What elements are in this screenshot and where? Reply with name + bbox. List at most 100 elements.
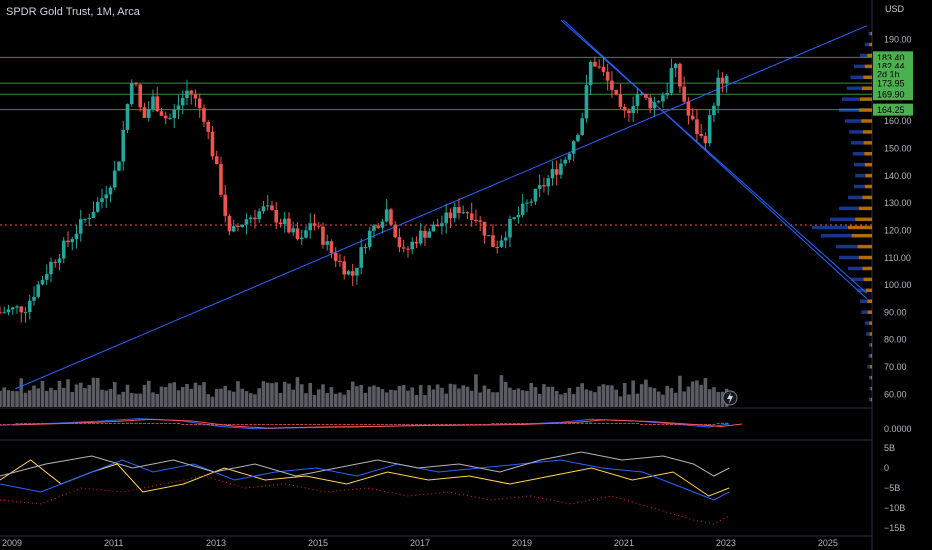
macd-histogram-bar xyxy=(436,424,440,425)
volume-profile-bar-down xyxy=(855,217,872,222)
macd-histogram-bar xyxy=(91,423,95,424)
trendlines xyxy=(15,19,868,390)
macd-histogram-bar xyxy=(312,424,316,425)
y-tick-label: 70.00 xyxy=(884,362,907,372)
volume-bar xyxy=(214,389,219,407)
volume-bar xyxy=(627,394,631,407)
volume-bar xyxy=(342,394,347,407)
volume-bar xyxy=(10,390,15,407)
lightning-icon[interactable] xyxy=(722,390,738,406)
volume-profile-bar-down xyxy=(870,397,872,402)
macd-histogram-bar xyxy=(389,424,393,425)
macd-histogram-bar xyxy=(198,424,202,426)
volume-bar xyxy=(265,382,270,407)
volume-profile-bar-up xyxy=(854,162,865,167)
candle-body xyxy=(270,205,274,210)
macd-histogram-bar xyxy=(142,423,146,424)
macd-histogram-bar xyxy=(53,423,57,424)
candle-body xyxy=(478,220,482,222)
volume-bar xyxy=(87,385,92,407)
volume-bar xyxy=(129,392,134,407)
volume-bar xyxy=(580,383,584,407)
volume-profile-bar-up xyxy=(839,206,859,211)
macd-histogram-bar xyxy=(695,424,699,426)
volume-bar xyxy=(117,394,121,407)
candle-body xyxy=(61,240,66,259)
candle-body xyxy=(529,201,533,203)
macd-histogram-bar xyxy=(193,424,197,426)
volume-bar xyxy=(644,379,648,407)
candle-body xyxy=(614,89,618,95)
volume-profile-bar-up xyxy=(812,225,848,230)
volume-bar xyxy=(410,387,415,407)
candle-body xyxy=(410,241,415,250)
macd-histogram-bar xyxy=(45,423,49,424)
macd-histogram-bar xyxy=(716,423,720,424)
macd-histogram-bar xyxy=(440,424,444,425)
macd-histogram-bar xyxy=(321,424,325,425)
macd-histogram-bar xyxy=(23,423,27,424)
candle-body xyxy=(406,248,410,250)
candle-body xyxy=(550,169,555,179)
volume-profile-bar-down xyxy=(857,244,872,249)
macd-histogram-bar xyxy=(176,423,180,424)
volume-profile-bar-down xyxy=(865,173,872,178)
macd-histogram-bar xyxy=(368,424,372,425)
volume-profile-bar-up xyxy=(864,321,870,325)
macd-histogram-bar xyxy=(19,423,23,424)
volume-profile-bar-down xyxy=(867,310,872,314)
volume-profile-bar-up xyxy=(869,397,871,402)
volume-profile-bar-down xyxy=(867,53,872,58)
volume-bar xyxy=(282,381,287,407)
candle-body xyxy=(121,129,126,162)
candle-body xyxy=(427,231,432,238)
macd-histogram-bar xyxy=(147,423,151,424)
price-tag-box xyxy=(873,59,913,72)
macd-histogram-bar xyxy=(295,424,299,425)
candle-body xyxy=(605,71,610,81)
candle-body xyxy=(593,61,597,67)
macd-histogram-bar xyxy=(623,423,627,424)
candle-body xyxy=(669,68,674,94)
macd-histogram-bar xyxy=(691,424,695,425)
candle-body xyxy=(163,115,168,119)
macd-histogram-bar xyxy=(521,423,525,424)
candle-body xyxy=(146,109,151,118)
volume-bar xyxy=(6,390,11,407)
candle-body xyxy=(346,271,351,275)
macd-histogram-bar xyxy=(640,424,644,425)
volume-bar xyxy=(321,384,325,407)
x-tick-label: 2009 xyxy=(2,538,22,548)
y-tick-label: 80.00 xyxy=(884,335,907,345)
candle-body xyxy=(712,105,716,116)
macd-histogram-bar xyxy=(334,424,338,425)
volume-bar xyxy=(588,390,593,407)
volume-bar xyxy=(448,383,453,407)
volume-bar xyxy=(329,387,334,407)
macd-pane xyxy=(0,418,743,430)
macd-histogram-bar xyxy=(699,424,703,426)
volume-bar xyxy=(134,393,138,407)
candle-body xyxy=(117,161,121,171)
macd-histogram-bar xyxy=(172,423,176,424)
candle-body xyxy=(482,221,487,236)
price-tag-label: 164.25 xyxy=(877,105,905,115)
price-tag-box xyxy=(873,77,913,90)
volume-bar xyxy=(295,377,300,407)
candle-body xyxy=(499,240,504,247)
volume-bar xyxy=(406,390,410,407)
x-tick-label: 2017 xyxy=(410,538,430,548)
x-tick-label: 2023 xyxy=(716,538,736,548)
candles xyxy=(0,56,729,323)
volume-profile-bar-down xyxy=(870,343,872,347)
volume-bar xyxy=(512,389,516,407)
macd-histogram-bar xyxy=(338,424,342,425)
macd-histogram-bar xyxy=(546,423,550,424)
volume-bar xyxy=(142,384,147,407)
volume-profile-bar-down xyxy=(863,277,872,282)
candle-body xyxy=(716,77,720,106)
candle-body xyxy=(423,230,427,238)
candle-body xyxy=(325,241,330,245)
candle-body xyxy=(520,203,525,215)
candle-body xyxy=(10,307,15,310)
